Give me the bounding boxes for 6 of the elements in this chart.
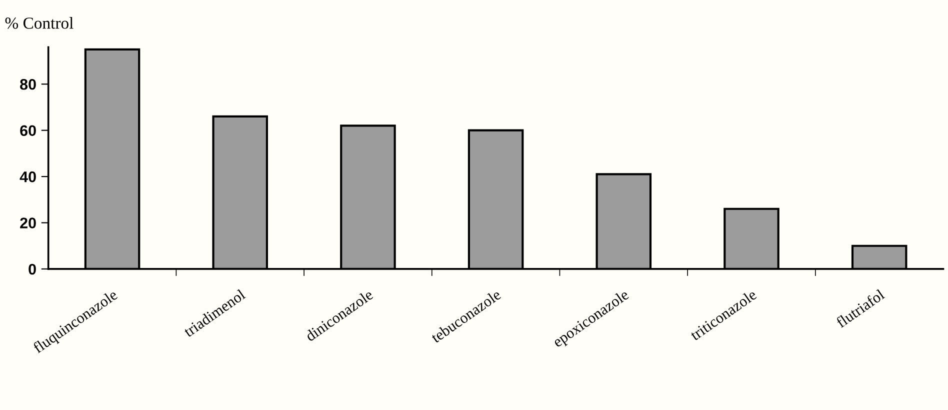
y-tick-label: 40 xyxy=(20,171,36,182)
y-tick-label: 0 xyxy=(28,264,36,275)
y-tick-label: 20 xyxy=(20,218,36,228)
y-tick-label: 80 xyxy=(20,78,36,90)
y-axis-title: % Control xyxy=(5,17,74,29)
y-tick-label: 60 xyxy=(20,125,36,136)
